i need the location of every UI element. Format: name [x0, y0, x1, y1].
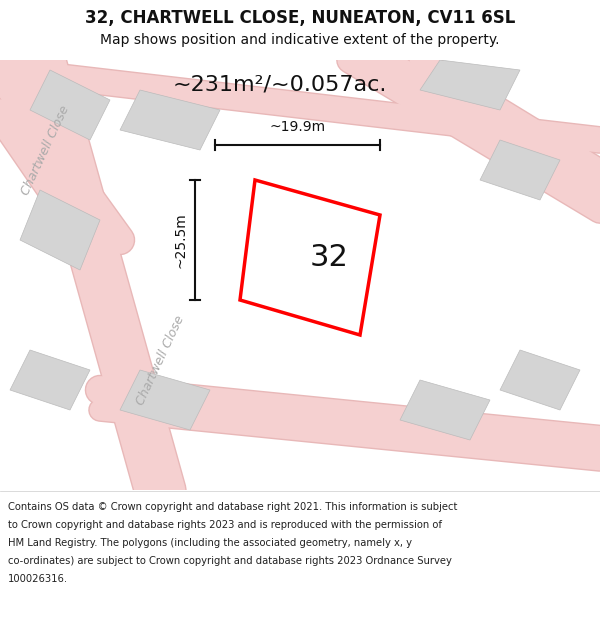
- Polygon shape: [120, 370, 210, 430]
- Text: ~19.9m: ~19.9m: [269, 120, 326, 134]
- Text: 32, CHARTWELL CLOSE, NUNEATON, CV11 6SL: 32, CHARTWELL CLOSE, NUNEATON, CV11 6SL: [85, 9, 515, 27]
- Text: ~231m²/~0.057ac.: ~231m²/~0.057ac.: [173, 75, 387, 95]
- Text: 32: 32: [310, 243, 348, 272]
- Polygon shape: [500, 350, 580, 410]
- Polygon shape: [10, 350, 90, 410]
- Polygon shape: [30, 70, 110, 140]
- Polygon shape: [480, 140, 560, 200]
- Text: 100026316.: 100026316.: [8, 574, 68, 584]
- Text: Map shows position and indicative extent of the property.: Map shows position and indicative extent…: [100, 33, 500, 47]
- Text: Contains OS data © Crown copyright and database right 2021. This information is : Contains OS data © Crown copyright and d…: [8, 502, 457, 512]
- Text: Chartwell Close: Chartwell Close: [19, 103, 71, 197]
- Text: HM Land Registry. The polygons (including the associated geometry, namely x, y: HM Land Registry. The polygons (includin…: [8, 538, 412, 548]
- Text: Chartwell Close: Chartwell Close: [134, 313, 187, 407]
- Polygon shape: [120, 90, 220, 150]
- Polygon shape: [420, 60, 520, 110]
- Polygon shape: [20, 190, 100, 270]
- Text: co-ordinates) are subject to Crown copyright and database rights 2023 Ordnance S: co-ordinates) are subject to Crown copyr…: [8, 556, 452, 566]
- Text: to Crown copyright and database rights 2023 and is reproduced with the permissio: to Crown copyright and database rights 2…: [8, 520, 442, 530]
- Polygon shape: [400, 380, 490, 440]
- Text: ~25.5m: ~25.5m: [174, 212, 188, 268]
